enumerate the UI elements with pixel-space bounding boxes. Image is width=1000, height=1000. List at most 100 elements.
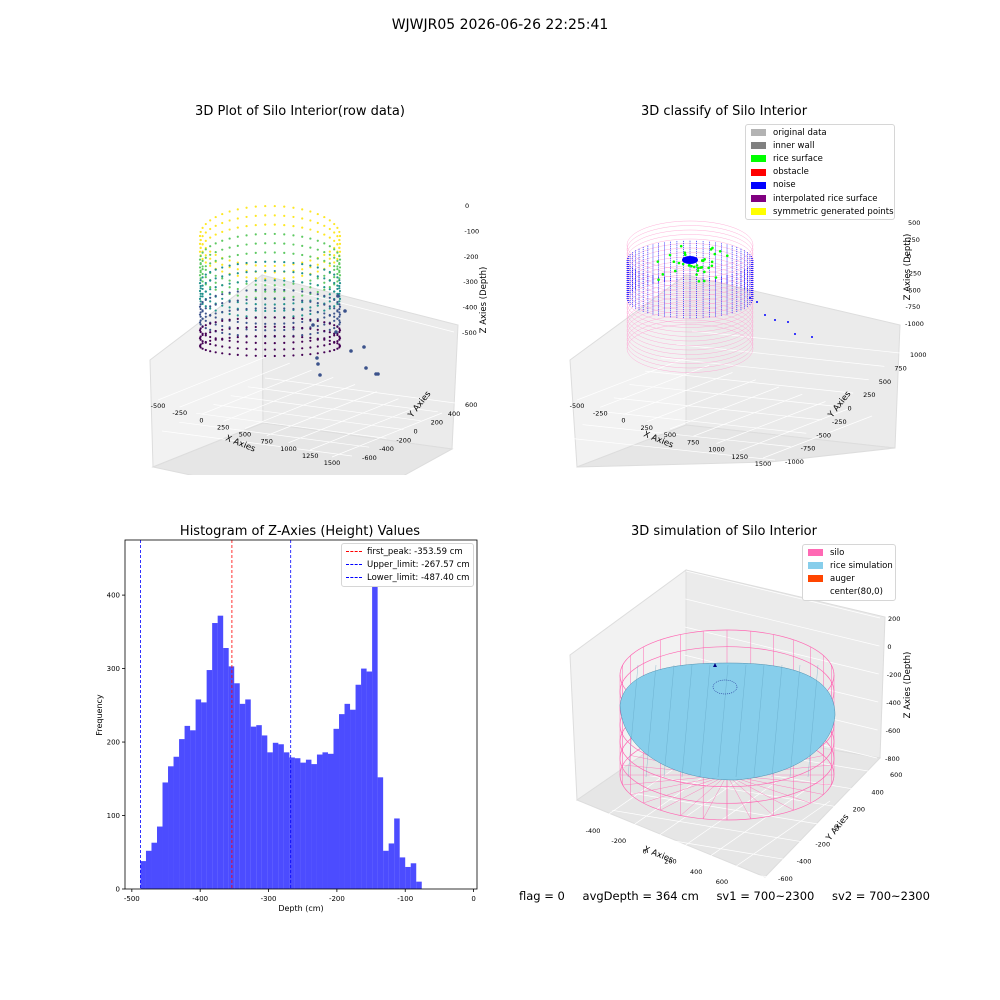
axis-tick-label: -400 — [797, 858, 812, 866]
histogram-bar — [207, 670, 213, 889]
data-point — [245, 302, 247, 304]
legend-item: rice surface — [746, 152, 894, 165]
data-point — [215, 316, 217, 318]
histogram-legend: first_peak: -353.59 cm Upper_limit: -267.… — [341, 543, 474, 587]
data-point — [199, 251, 201, 253]
histogram-bar — [378, 777, 384, 889]
data-point — [221, 240, 223, 242]
data-point — [333, 223, 335, 225]
histogram-x-tick-label: -100 — [397, 895, 413, 903]
data-point — [274, 329, 276, 331]
legend-swatch — [751, 129, 766, 136]
legend-swatch — [751, 208, 766, 215]
data-point — [201, 280, 203, 282]
grid-line — [261, 180, 456, 230]
data-point — [317, 311, 319, 313]
outlier-point — [343, 309, 347, 313]
data-point — [209, 329, 211, 331]
data-point — [309, 337, 311, 339]
data-point — [205, 327, 207, 329]
data-point — [339, 306, 341, 308]
data-point — [338, 263, 340, 265]
data-point — [283, 264, 285, 266]
data-point — [229, 228, 231, 230]
data-point — [201, 293, 203, 295]
data-point — [237, 321, 239, 323]
data-point — [329, 250, 331, 252]
axis-tick-label: -500 — [462, 329, 477, 337]
data-point — [205, 240, 207, 242]
legend-swatch — [808, 549, 823, 556]
data-point — [209, 307, 211, 309]
data-point — [292, 234, 294, 236]
data-point — [221, 291, 223, 293]
data-point — [339, 290, 341, 292]
data-point — [201, 348, 203, 350]
data-point — [245, 283, 247, 285]
data-point — [209, 314, 211, 316]
data-point — [323, 344, 325, 346]
data-point — [329, 340, 331, 342]
legend-swatch — [751, 169, 766, 176]
legend-label: interpolated rice surface — [773, 194, 878, 204]
rice-surface-point — [719, 250, 722, 253]
outlier-point — [318, 373, 322, 377]
data-point — [245, 216, 247, 218]
data-point — [209, 237, 211, 239]
data-point — [336, 342, 338, 344]
histogram-bar — [262, 735, 268, 889]
data-point — [209, 286, 211, 288]
axis-tick-label: 500 — [239, 431, 251, 439]
data-point — [199, 306, 201, 308]
rice-surface-point — [684, 253, 687, 256]
data-point — [338, 344, 340, 346]
data-point — [317, 332, 319, 334]
data-point — [301, 236, 303, 238]
data-point — [205, 274, 207, 276]
data-point — [205, 261, 207, 263]
data-point — [201, 273, 203, 275]
data-point — [237, 341, 239, 343]
histogram-y-tick-label: 400 — [107, 592, 120, 600]
histogram-bar — [394, 818, 400, 889]
data-point — [301, 314, 303, 316]
data-point — [309, 259, 311, 261]
data-point — [317, 266, 319, 268]
data-point — [245, 262, 247, 264]
data-point — [264, 224, 266, 226]
legend-swatch — [751, 195, 766, 202]
histogram-bar — [201, 702, 207, 889]
data-point — [338, 331, 340, 333]
data-point — [333, 269, 335, 271]
data-point — [338, 346, 340, 348]
histogram-bar — [306, 760, 312, 889]
data-point — [329, 237, 331, 239]
rice-surface-point — [674, 270, 677, 273]
data-point — [237, 288, 239, 290]
rice-surface-point — [680, 245, 683, 248]
data-point — [309, 319, 311, 321]
histogram-bar — [284, 752, 290, 889]
data-point — [229, 346, 231, 348]
grid-line — [687, 223, 899, 273]
axis-tick-label: -750 — [801, 445, 816, 453]
axis-tick-label: -100 — [464, 227, 479, 235]
classify-plot-title: 3D classify of Silo Interior — [574, 104, 874, 119]
data-point — [283, 243, 285, 245]
data-point — [283, 224, 285, 226]
data-point — [301, 336, 303, 338]
histogram-bar — [218, 616, 224, 889]
data-point — [200, 327, 202, 329]
data-point — [274, 270, 276, 272]
data-point — [274, 289, 276, 291]
axis-tick-label: -400 — [379, 445, 394, 453]
data-point — [323, 242, 325, 244]
raw-plot-title: 3D Plot of Silo Interior(row data) — [150, 104, 450, 119]
data-point — [323, 269, 325, 271]
axis-tick-label: 1500 — [324, 459, 341, 467]
data-point — [264, 326, 266, 328]
data-point — [255, 277, 257, 279]
data-point — [333, 254, 335, 256]
data-point — [338, 285, 340, 287]
axis-tick-label: -1000 — [785, 458, 804, 466]
